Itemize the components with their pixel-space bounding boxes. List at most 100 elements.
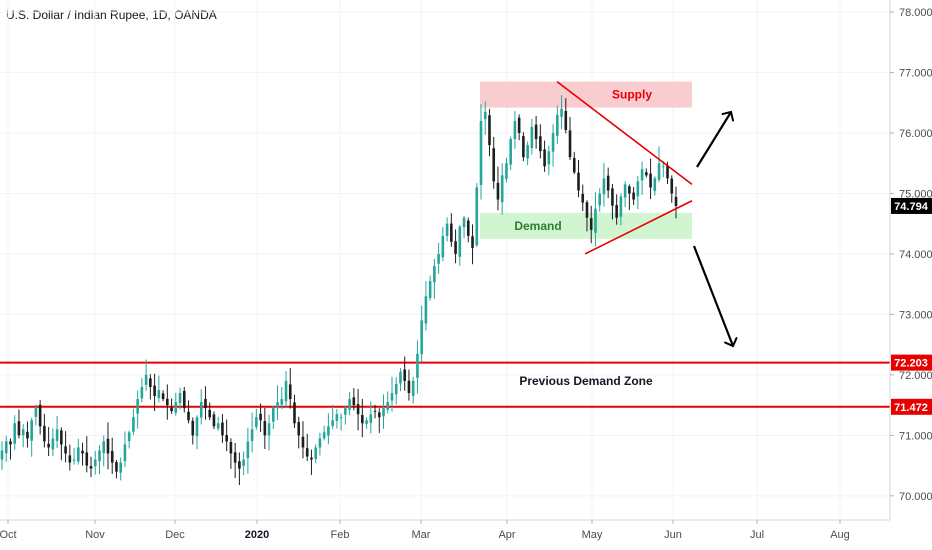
candle-body: [238, 461, 241, 469]
x-tick-label: Apr: [498, 529, 515, 541]
candle-body: [229, 441, 233, 454]
triangle-pattern: [556, 80, 693, 255]
candle-body: [399, 371, 402, 384]
candle-body: [517, 117, 521, 134]
candle-body: [77, 447, 80, 462]
triangle-lower-line: [584, 200, 693, 255]
y-tick-label: 73.000: [899, 309, 932, 321]
candle-body: [191, 420, 195, 436]
candle-body: [653, 178, 657, 192]
candle-body: [454, 241, 457, 254]
candle-body: [509, 139, 512, 165]
candle-body: [34, 408, 38, 417]
candle-body: [479, 120, 483, 185]
candle-body: [420, 320, 423, 355]
candle-body: [581, 193, 585, 203]
candle-body: [445, 223, 449, 236]
candle-body: [411, 380, 415, 397]
candle-body: [344, 408, 347, 415]
previous-demand-zone-label: Previous Demand Zone: [519, 374, 653, 388]
candle-body: [645, 172, 648, 176]
candle-body: [212, 414, 216, 427]
candle-body: [513, 120, 517, 140]
candle-body: [458, 226, 462, 257]
candle-body: [619, 196, 623, 217]
x-tick-label: Mar: [412, 529, 431, 541]
arrow-up: [696, 112, 731, 168]
candle-body: [496, 182, 500, 200]
candle-body: [466, 220, 470, 236]
level-price-label-bg: [891, 398, 932, 415]
candle-body: [161, 393, 165, 400]
candle-body: [539, 136, 542, 152]
candle-body: [242, 459, 245, 466]
candle-body: [657, 163, 661, 180]
candle-body: [623, 184, 627, 198]
candle-body: [271, 408, 275, 422]
last-price-label: 74.794: [894, 201, 929, 213]
candle-body: [178, 393, 182, 404]
candle-body: [488, 115, 491, 146]
candle-body: [263, 421, 267, 436]
candle-body: [267, 423, 271, 436]
candle-body: [288, 384, 292, 400]
candle-body: [437, 253, 440, 264]
candle-body: [81, 450, 84, 454]
candle-body: [250, 429, 254, 442]
candle-body: [174, 402, 178, 413]
x-tick-label: Aug: [830, 529, 850, 541]
y-tick-label: 74.000: [899, 249, 932, 261]
candle-body: [632, 192, 635, 200]
x-tick-label: Feb: [331, 529, 350, 541]
x-tick-label: Oct: [0, 529, 17, 541]
candle-body: [602, 178, 606, 195]
candle-body: [598, 193, 601, 206]
candle-body: [615, 205, 618, 218]
candle-body: [390, 393, 394, 401]
level-price-label: 72.203: [894, 358, 928, 370]
candle-body: [339, 417, 343, 419]
x-tick-label: May: [582, 529, 603, 541]
x-tick-label: Dec: [165, 529, 185, 541]
candle-body: [636, 181, 640, 197]
candle-body: [51, 438, 55, 450]
candle-body: [21, 429, 25, 436]
candle-body: [327, 426, 330, 436]
candle-body: [640, 169, 644, 181]
candle-body: [335, 414, 339, 421]
candle-body: [462, 217, 466, 228]
candle-body: [361, 415, 364, 424]
candle-body: [55, 429, 59, 441]
candle-body: [60, 430, 63, 445]
arrow-down: [692, 245, 733, 346]
candle-body: [110, 450, 114, 463]
candle-body: [666, 165, 669, 179]
candle-body: [589, 218, 593, 230]
candle-body: [43, 425, 46, 442]
candle-body: [13, 423, 17, 444]
candle-body: [301, 436, 305, 448]
candle-body: [428, 281, 432, 299]
candle-body: [102, 441, 106, 454]
candle-body: [187, 411, 190, 421]
x-tick-label: Jul: [750, 529, 764, 541]
candle-body: [140, 386, 144, 399]
candle-body: [594, 208, 597, 233]
candle-body: [314, 447, 317, 460]
candle-body: [377, 412, 381, 418]
candle-body: [284, 380, 288, 402]
candle-body: [123, 444, 127, 462]
y-tick-label: 71.000: [899, 430, 932, 442]
candle-body: [386, 402, 390, 410]
candle-body: [4, 441, 8, 454]
y-tick-label: 78.000: [899, 7, 932, 19]
candle-body: [572, 157, 576, 173]
candle-body: [17, 421, 21, 436]
candle-body: [356, 404, 360, 415]
candle-body: [424, 296, 428, 324]
candle-body: [119, 462, 122, 473]
candle-body: [157, 390, 161, 399]
candle-body: [365, 420, 368, 424]
candle-body: [526, 145, 529, 159]
